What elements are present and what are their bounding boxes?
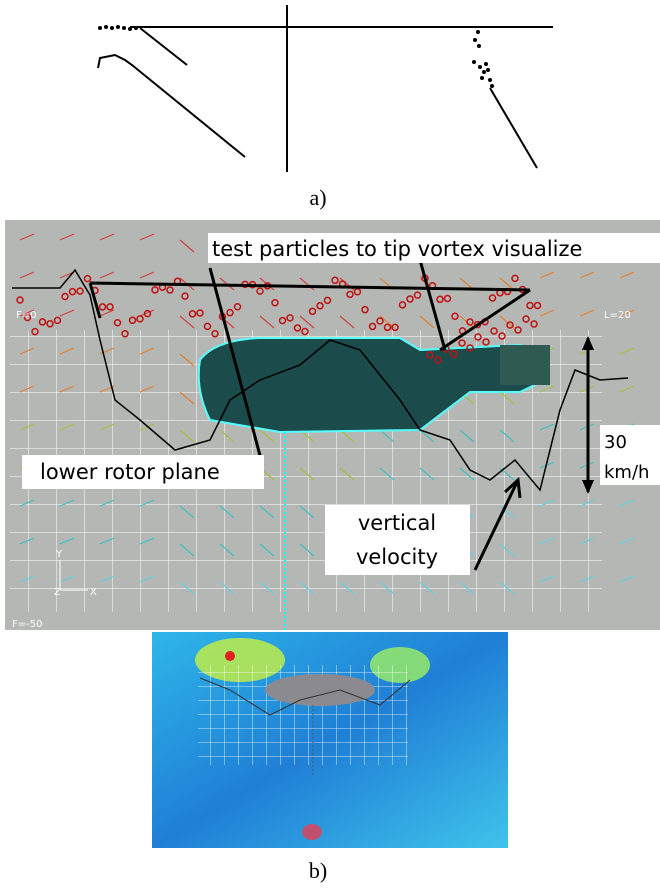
label: vertical: [358, 511, 436, 535]
frame-label: F=0: [16, 310, 37, 321]
particle-dots: [98, 25, 494, 88]
axis-label: X: [90, 587, 97, 598]
panel-a: [98, 5, 553, 172]
frame-label: F=-50: [12, 619, 42, 630]
frame-label: L=20: [604, 310, 631, 321]
label: velocity: [356, 545, 438, 569]
panel-b-simulation: test particles to tip vortex visualize l…: [5, 220, 660, 630]
vortex-trace: [140, 28, 187, 65]
axis-label: Z: [54, 587, 61, 598]
marker: [302, 824, 322, 840]
figure: a) test particles to tip vortex visualiz…: [0, 0, 660, 891]
vortex-trace: [490, 88, 537, 168]
helicopter: [265, 674, 375, 706]
label: 30: [604, 432, 627, 453]
panel-b-field: [152, 632, 508, 848]
caption: b): [309, 858, 327, 883]
tail: [500, 345, 550, 385]
axis-label: Y: [55, 549, 63, 560]
label: lower rotor plane: [40, 460, 220, 484]
hot-spot: [225, 651, 235, 661]
vortex-trace: [98, 55, 245, 157]
caption: a): [309, 185, 326, 210]
label: km/h: [604, 462, 649, 483]
label: test particles to tip vortex visualize: [212, 237, 582, 261]
